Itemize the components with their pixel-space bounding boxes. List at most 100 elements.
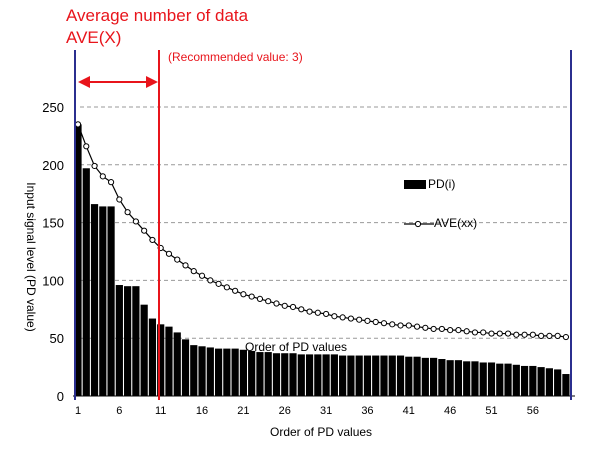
line-point xyxy=(306,308,313,315)
bar xyxy=(463,361,471,396)
grid-lines xyxy=(80,106,570,339)
bar xyxy=(446,360,454,396)
bar xyxy=(322,354,330,396)
bar xyxy=(223,348,231,396)
bar xyxy=(347,355,355,396)
line-point xyxy=(521,331,528,338)
line-point xyxy=(281,302,288,309)
line-point xyxy=(273,300,280,307)
x-tick-label: 41 xyxy=(403,405,415,417)
line-point xyxy=(480,329,487,336)
line-series xyxy=(74,121,570,341)
bar xyxy=(115,285,123,396)
bar xyxy=(239,349,247,396)
x-tick-labels: 1 6 11 16 21 26 31 36 41 46 51 56 xyxy=(75,405,539,417)
line-point xyxy=(132,218,139,225)
bar xyxy=(272,353,281,396)
x-tick-label: 11 xyxy=(155,405,166,417)
annotation-title-line1: Average number of data xyxy=(66,6,249,25)
bar xyxy=(281,353,289,396)
line-point xyxy=(513,331,520,338)
bar xyxy=(132,286,140,396)
line-point xyxy=(546,332,553,339)
line-point xyxy=(298,306,305,313)
line-point xyxy=(538,332,545,339)
y-tick-label: 50 xyxy=(50,331,64,346)
line-point xyxy=(463,328,470,335)
line-point xyxy=(248,293,255,300)
bar xyxy=(388,355,396,396)
x-tick-label: 51 xyxy=(485,405,497,417)
line-point xyxy=(339,314,346,321)
line-point xyxy=(190,268,197,275)
bar xyxy=(198,346,206,396)
line-point xyxy=(91,162,98,170)
line-point xyxy=(455,327,462,334)
line-point xyxy=(165,250,173,257)
bar xyxy=(206,347,214,396)
bar xyxy=(396,355,405,396)
bar xyxy=(537,367,545,396)
x-tick-label: 26 xyxy=(279,405,291,417)
line-point xyxy=(124,209,131,216)
line-point xyxy=(289,303,297,311)
annotation-lines xyxy=(74,50,572,400)
legend-bar-swatch xyxy=(404,180,426,189)
bar xyxy=(214,348,223,396)
line-point xyxy=(405,322,412,329)
line-point xyxy=(430,325,437,333)
bar xyxy=(545,368,553,396)
y-tick-label: 250 xyxy=(42,100,64,115)
bar xyxy=(562,374,570,396)
line-point xyxy=(232,287,239,294)
line-point xyxy=(488,330,495,337)
line-point xyxy=(529,331,536,338)
annotation-title-line2: AVE(X) xyxy=(66,28,122,47)
line-point xyxy=(496,330,503,337)
bar xyxy=(421,357,429,396)
bar xyxy=(405,356,413,396)
bar xyxy=(173,332,181,396)
bar xyxy=(363,355,372,396)
bar xyxy=(181,339,190,396)
bar xyxy=(496,363,504,396)
line-point xyxy=(397,322,404,329)
line-point xyxy=(74,121,82,128)
line-point xyxy=(331,313,338,320)
bar xyxy=(471,361,479,396)
line-point xyxy=(182,262,189,269)
bar xyxy=(529,365,537,396)
bar xyxy=(248,350,256,396)
line-point xyxy=(562,333,570,341)
line-point xyxy=(447,327,454,334)
bar xyxy=(190,345,198,396)
line-point xyxy=(99,173,106,180)
legend-line-marker xyxy=(414,220,422,228)
line-point xyxy=(347,315,355,322)
bar xyxy=(487,362,496,396)
bar xyxy=(380,355,388,396)
y-tick-label: 100 xyxy=(42,273,64,288)
bar xyxy=(339,355,347,396)
y-tick-label: 200 xyxy=(42,158,64,173)
line-point xyxy=(471,329,479,336)
y-tick-label: 150 xyxy=(42,216,64,231)
bar xyxy=(124,286,132,396)
bar xyxy=(314,354,322,396)
bar xyxy=(454,360,463,396)
x-tick-label: 6 xyxy=(116,405,122,417)
bar xyxy=(140,304,148,396)
x-tick-label: 16 xyxy=(196,405,208,417)
bar xyxy=(157,324,165,396)
bar xyxy=(512,364,520,396)
bar xyxy=(430,357,438,396)
in-plot-label: Order of PD values xyxy=(245,340,348,354)
bar xyxy=(438,359,446,396)
line-point xyxy=(240,291,247,298)
x-tick-label: 56 xyxy=(527,405,539,417)
line-point xyxy=(438,325,445,333)
bar xyxy=(148,318,157,396)
bar xyxy=(479,362,487,396)
x-tick-label: 36 xyxy=(361,405,373,417)
